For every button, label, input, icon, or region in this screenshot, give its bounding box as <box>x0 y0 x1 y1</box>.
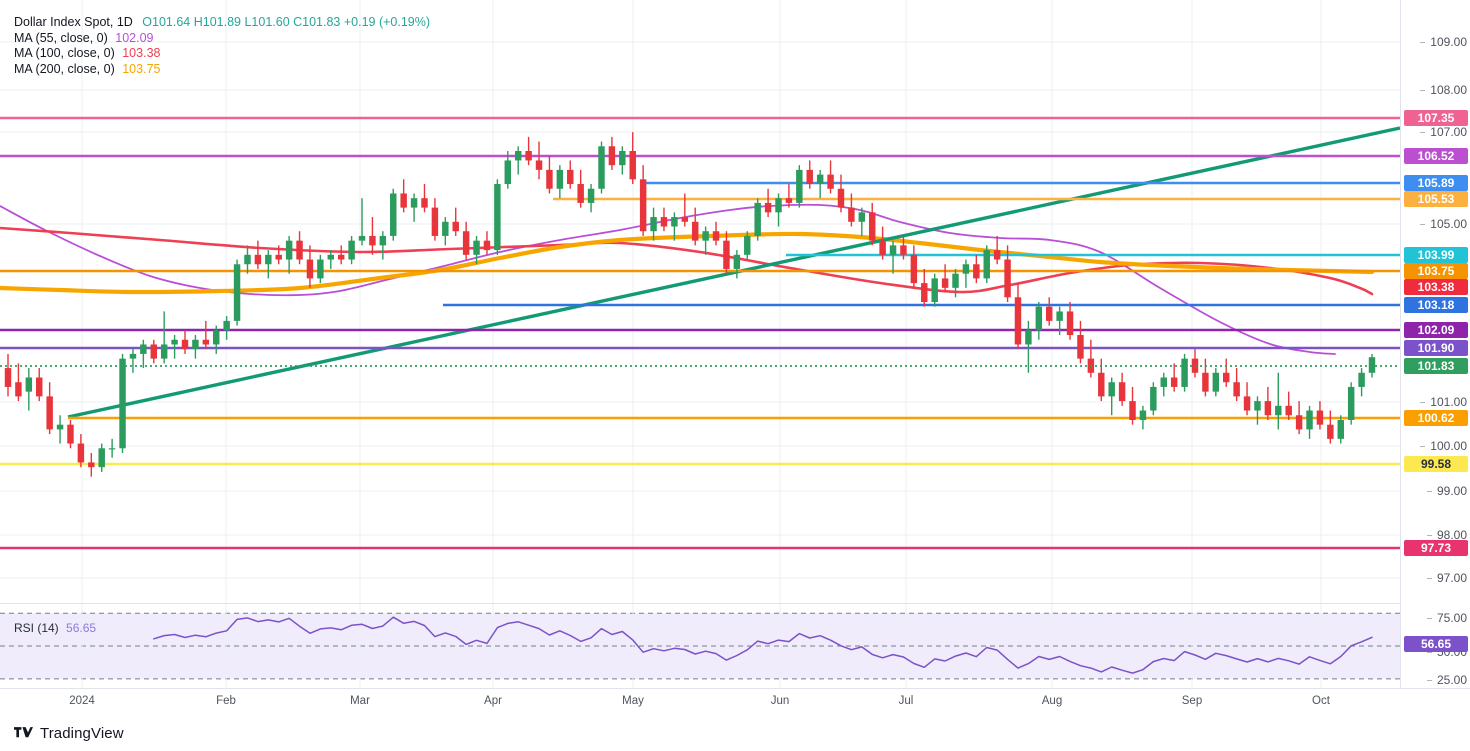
price-level-label[interactable]: 105.89 <box>1404 175 1468 191</box>
time-tick: Aug <box>1041 695 1063 707</box>
time-tick: Jul <box>898 695 914 707</box>
price-tick: 98.00 <box>1426 528 1467 542</box>
price-level-label[interactable]: 103.18 <box>1404 297 1468 313</box>
price-level-label[interactable]: 102.09 <box>1404 322 1468 338</box>
tradingview-wordmark: TradingView <box>40 725 124 742</box>
price-level-label[interactable]: 107.35 <box>1404 110 1468 126</box>
price-axis[interactable]: 109.00 108.00 107.00 105.00 101.00 100.00 99.0… <box>1400 0 1470 688</box>
rsi-tick: 75.00 <box>1426 611 1467 625</box>
price-level-label[interactable]: 103.75 <box>1404 263 1468 279</box>
price-tick: 108.00 <box>1420 83 1467 97</box>
price-tick: 101.00 <box>1420 395 1467 409</box>
tradingview-glyph-icon <box>14 727 33 738</box>
price-level-label[interactable]: 101.83 <box>1404 358 1468 374</box>
price-tick: 105.00 <box>1420 217 1467 231</box>
price-level-label[interactable]: 100.62 <box>1404 410 1468 426</box>
time-tick: Sep <box>1181 695 1203 707</box>
rsi-plot <box>0 604 1400 688</box>
time-tick: Feb <box>216 695 236 707</box>
pane-separator <box>0 603 1400 604</box>
time-tick: Oct <box>1312 695 1330 707</box>
time-tick: Apr <box>484 695 502 707</box>
price-tick: 99.00 <box>1426 484 1467 498</box>
footer: TradingView <box>0 716 1470 751</box>
price-level-label[interactable]: 103.38 <box>1404 279 1468 295</box>
price-level-label[interactable]: 106.52 <box>1404 148 1468 164</box>
price-tick: 109.00 <box>1420 35 1467 49</box>
price-tick: 97.00 <box>1426 571 1467 585</box>
price-level-label[interactable]: 105.53 <box>1404 191 1468 207</box>
rsi-pane[interactable]: RSI (14) 56.65 <box>0 604 1400 688</box>
time-tick: Jun <box>770 695 790 707</box>
time-tick: 2024 <box>69 695 95 707</box>
price-level-label[interactable]: 101.90 <box>1404 340 1468 356</box>
rsi-tick: 25.00 <box>1426 673 1467 687</box>
price-pane[interactable]: Dollar Index Spot, 1D O101.64 H101.89 L1… <box>0 0 1400 604</box>
price-tick: 107.00 <box>1420 125 1467 139</box>
price-plot <box>0 0 1400 604</box>
price-tick: 100.00 <box>1420 439 1467 453</box>
time-axis[interactable]: 2024 Feb Mar Apr May Jun Jul Aug Sep Oct <box>0 688 1470 717</box>
time-tick: Mar <box>350 695 370 707</box>
time-tick: May <box>622 695 644 707</box>
candle-series <box>4 132 1376 477</box>
price-level-label[interactable]: 99.58 <box>1404 456 1468 472</box>
rsi-level-label[interactable]: 56.65 <box>1404 636 1468 652</box>
chart-frame: Dollar Index Spot, 1D O101.64 H101.89 L1… <box>0 0 1470 717</box>
price-level-label[interactable]: 103.99 <box>1404 247 1468 263</box>
price-level-label[interactable]: 97.73 <box>1404 540 1468 556</box>
tradingview-logo[interactable]: TradingView <box>14 725 124 742</box>
